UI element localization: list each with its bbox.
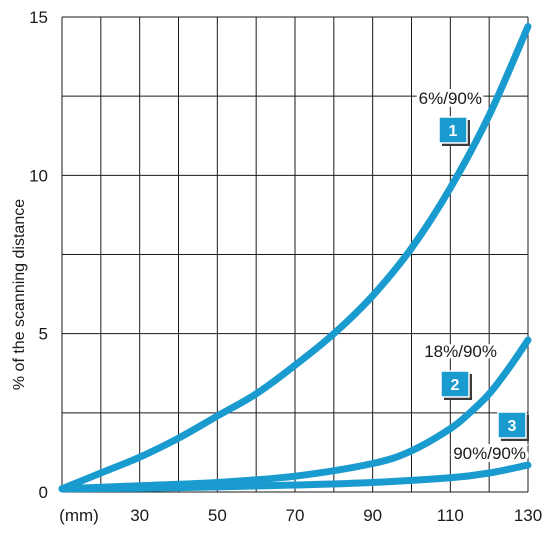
series-annotations: 6%/90% 1 18%/90% 2 90%/90% 3	[416, 86, 529, 466]
x-tick-label: 130	[514, 506, 542, 525]
y-tick-label: 5	[39, 325, 48, 344]
grid	[61, 16, 529, 493]
x-tick-label: 30	[130, 506, 149, 525]
series-line-3	[58, 461, 532, 493]
series-label-2: 18%/90%	[424, 342, 497, 361]
tick-labels: 0 5 10 15 30 50 70 90 110 130 (mm)	[29, 8, 542, 525]
series-badge-2	[440, 370, 470, 398]
y-tick-label: 15	[29, 8, 48, 27]
y-tick-label: 10	[29, 166, 48, 185]
series-lines	[58, 23, 532, 493]
series-label-1: 6%/90%	[419, 89, 482, 108]
x-tick-label: 50	[208, 506, 227, 525]
x-unit-label: (mm)	[59, 506, 99, 525]
x-tick-label: 70	[286, 506, 305, 525]
series-badge-number-2: 2	[451, 377, 460, 394]
series-line-1	[58, 23, 532, 493]
series-badge-1	[438, 116, 468, 144]
y-axis-label: % of the scanning distance	[11, 199, 28, 390]
series-badge-3	[497, 411, 527, 439]
series-badge-number-3: 3	[508, 418, 517, 435]
series-badge-number-1: 1	[449, 123, 458, 140]
y-tick-label: 0	[39, 483, 48, 502]
x-tick-label: 110	[437, 506, 464, 525]
series-label-3: 90%/90%	[453, 444, 526, 463]
x-tick-label: 90	[363, 506, 382, 525]
